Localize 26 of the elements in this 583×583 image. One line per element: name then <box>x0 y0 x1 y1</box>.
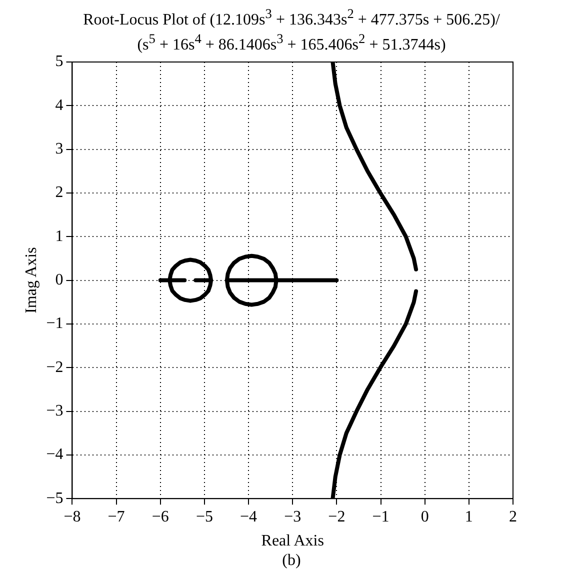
y-tick-label: 1 <box>55 228 64 245</box>
y-axis-title: Imag Axis <box>22 247 40 314</box>
chart-title: Root-Locus Plot of (12.109s$^{3}$ + 136.343s$^{2}$ + 477.375s + 506.25)/ (s$^{5}$ + 16s$^{4}$ + 86.1406s$^{3}$ + 165.406s$^{2}$ + 51.3744s) <box>83 6 500 54</box>
x-tick-label: −6 <box>152 508 169 526</box>
y-tick-label: −2 <box>46 358 64 376</box>
y-tick-label: −3 <box>46 402 64 420</box>
x-tick-label: 2 <box>509 508 517 526</box>
y-tick-label: −4 <box>46 446 64 464</box>
x-tick-label: −3 <box>284 508 302 526</box>
y-tick-label: 4 <box>55 96 64 114</box>
x-tick-label: −2 <box>328 508 346 526</box>
x-tick-label: −4 <box>240 508 258 526</box>
x-axis-title: Real Axis <box>261 532 324 550</box>
x-tick-label: 1 <box>464 508 473 526</box>
x-tick-label: −5 <box>196 508 213 526</box>
x-tick-label: 0 <box>420 508 429 526</box>
x-tick-label: −8 <box>64 508 81 526</box>
x-tick-label: −7 <box>108 508 125 526</box>
x-tick-label: −1 <box>372 508 390 526</box>
y-tick-label: 3 <box>55 140 64 158</box>
y-tick-label: 2 <box>55 184 64 202</box>
y-tick-label: 5 <box>55 53 64 70</box>
text: (b) <box>281 552 302 570</box>
y-tick-label: −5 <box>46 490 64 507</box>
y-tick-label: −1 <box>46 315 64 332</box>
y-tick-label: 0 <box>55 272 64 289</box>
